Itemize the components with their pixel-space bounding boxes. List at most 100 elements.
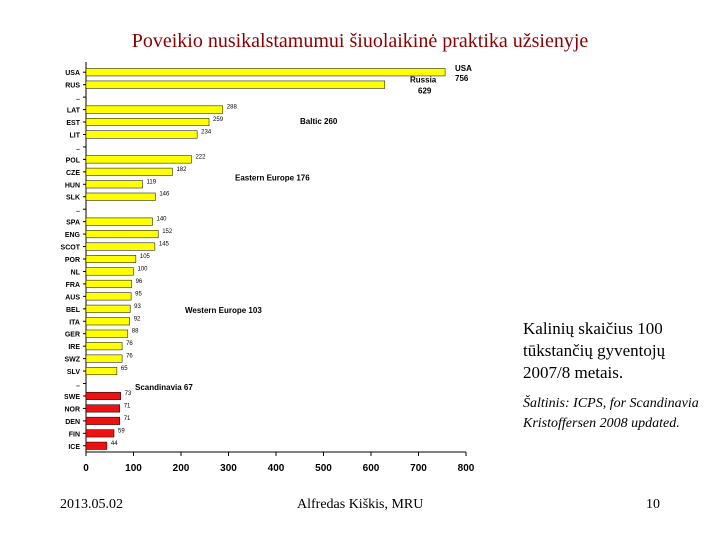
source-note: Šaltinis: ICPS, for Scandinavia Kristoff… xyxy=(523,396,699,431)
bar xyxy=(85,105,224,114)
page-title: Poveikio nusikalstamumui šiuolaikinė pra… xyxy=(131,30,589,52)
category-label: NL xyxy=(71,269,81,276)
category-label: SLV xyxy=(67,369,80,376)
data-label: 71 xyxy=(124,416,131,422)
bar xyxy=(85,354,123,363)
data-label: 96 xyxy=(136,279,143,285)
data-label: 259 xyxy=(213,117,224,123)
x-tick-label: 100 xyxy=(125,463,142,474)
group-annotation-value: 629 xyxy=(418,87,432,96)
bar xyxy=(85,155,192,164)
data-label: 105 xyxy=(140,254,151,260)
x-tick-label: 800 xyxy=(458,463,475,474)
x-tick-label: 300 xyxy=(220,463,237,474)
bar xyxy=(85,416,120,425)
group-annotation: Baltic 260 xyxy=(300,117,338,126)
data-label: 88 xyxy=(132,329,139,335)
bar xyxy=(85,267,134,276)
bar xyxy=(85,441,108,450)
bar xyxy=(85,429,115,438)
bar xyxy=(85,391,121,400)
data-label: 100 xyxy=(138,266,149,272)
bar xyxy=(85,167,173,176)
data-label: 145 xyxy=(159,242,170,248)
category-label: SCOT xyxy=(61,245,81,252)
data-label: 182 xyxy=(176,167,187,173)
category-label: RUS xyxy=(65,83,80,90)
bar xyxy=(85,192,156,201)
data-label: 59 xyxy=(118,428,125,434)
category-label: SLK xyxy=(66,195,80,202)
category-label: USA xyxy=(65,70,80,77)
group-annotation: Eastern Europe 176 xyxy=(235,173,310,182)
category-label: POL xyxy=(66,157,81,164)
category-label: ICE xyxy=(68,444,80,451)
x-tick-label: 0 xyxy=(83,463,89,474)
category-label: IRE xyxy=(68,344,80,351)
category-label: LAT xyxy=(67,108,81,115)
data-label: 93 xyxy=(134,304,141,310)
group-annotation: Russia xyxy=(410,76,437,85)
group-annotation: Western Europe 103 xyxy=(185,306,262,315)
data-label: 76 xyxy=(126,354,133,360)
category-label: NOR xyxy=(64,406,80,413)
bar xyxy=(85,242,156,251)
bar xyxy=(85,279,132,288)
data-label: 234 xyxy=(201,129,212,135)
data-label: 119 xyxy=(147,179,157,185)
x-tick-label: 700 xyxy=(410,463,427,474)
category-label: .. xyxy=(76,145,80,152)
x-tick-label: 200 xyxy=(173,463,190,474)
data-label: 288 xyxy=(227,105,238,111)
bar xyxy=(85,230,159,239)
category-label: HUN xyxy=(65,182,80,189)
data-label: 140 xyxy=(157,217,168,223)
footer-author: Alfredas Kiškis, MRU xyxy=(297,497,424,512)
bar xyxy=(85,304,131,313)
bar xyxy=(85,130,198,139)
data-label: 95 xyxy=(135,291,142,297)
bar xyxy=(85,404,120,413)
group-annotation: Scandinavia 67 xyxy=(135,383,193,392)
bar xyxy=(85,317,130,326)
page-number: 10 xyxy=(646,497,660,512)
category-label: AUS xyxy=(65,294,80,301)
category-label: .. xyxy=(76,382,80,389)
category-label: ENG xyxy=(65,232,81,239)
category-label: CZE xyxy=(66,170,80,177)
group-annotation: USA xyxy=(455,64,472,73)
data-label: 44 xyxy=(111,441,118,447)
category-label: EST xyxy=(66,120,80,127)
data-label: 76 xyxy=(126,341,133,347)
bar xyxy=(85,180,143,189)
footer-date: 2013.05.02 xyxy=(60,497,123,512)
bar xyxy=(85,255,137,263)
group-annotation-value: 756 xyxy=(455,74,469,83)
bar xyxy=(85,68,446,77)
prison-rate-bar-chart: 0 100 200 300 400 500 600 700 800 USA RUS.. LAT 288 E… xyxy=(61,62,475,474)
data-label: 65 xyxy=(121,366,128,372)
category-label: POR xyxy=(65,257,80,264)
data-label: 92 xyxy=(134,316,141,322)
bar xyxy=(85,329,129,338)
category-label: FIN xyxy=(69,431,80,438)
category-label: GER xyxy=(65,332,80,339)
data-label: 152 xyxy=(162,229,173,235)
bar xyxy=(85,292,132,301)
category-label: SPA xyxy=(66,220,80,227)
bar xyxy=(85,118,210,127)
data-label: 222 xyxy=(195,154,206,160)
data-label: 71 xyxy=(124,403,131,409)
category-label: BEL xyxy=(66,307,81,314)
x-tick-label: 400 xyxy=(268,463,285,474)
category-label: FRA xyxy=(66,282,80,289)
data-label: 73 xyxy=(125,391,132,397)
bar xyxy=(85,217,153,226)
category-label: LIT xyxy=(70,132,81,139)
bar xyxy=(85,342,123,351)
bar xyxy=(85,367,118,376)
category-label: SWE xyxy=(64,394,80,401)
category-label: .. xyxy=(76,95,80,102)
bar xyxy=(85,80,386,89)
category-label: ITA xyxy=(69,319,80,326)
